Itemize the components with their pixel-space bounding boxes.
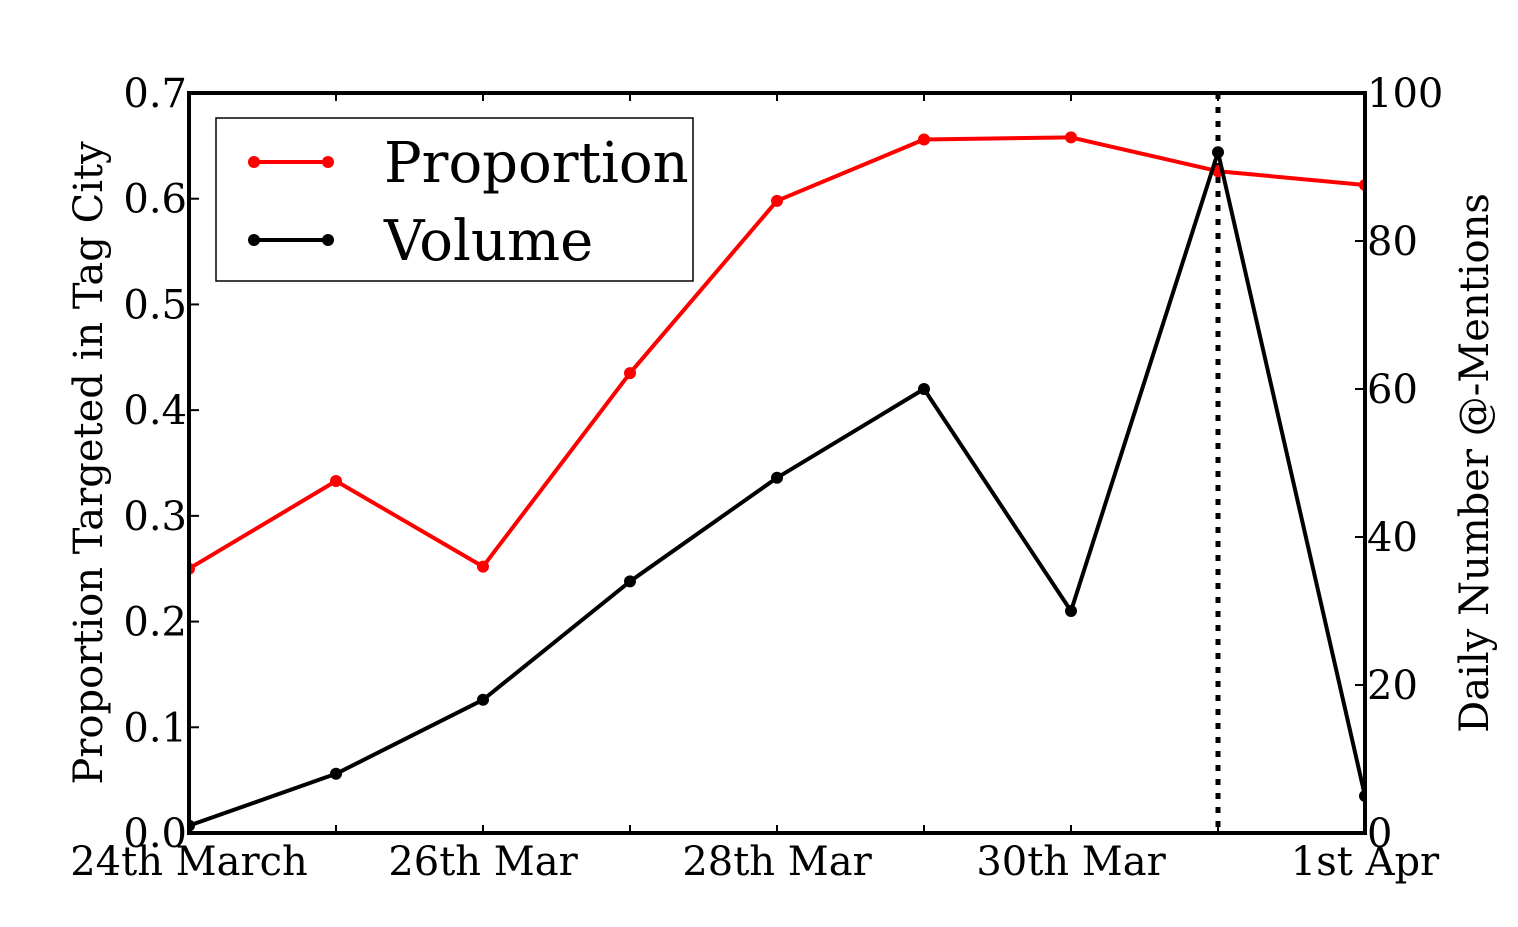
series-point-volume-6: [1065, 605, 1077, 617]
x-tick-label-3: 30th Mar: [976, 839, 1166, 885]
y-right-axis-title: Daily Number @-Mentions: [1452, 193, 1498, 733]
series-point-volume-3: [624, 575, 636, 588]
x-tick-label-0: 24th March: [70, 839, 308, 885]
series-point-proportion-4: [771, 194, 783, 207]
series-point-volume-5: [918, 383, 930, 395]
legend-marker-end-proportion: [322, 156, 334, 168]
series-point-volume-1: [330, 767, 342, 780]
series-point-proportion-6: [1065, 131, 1077, 144]
y-left-tick-label-4: 0.4: [123, 388, 187, 434]
legend-marker-start-volume: [248, 234, 260, 246]
y-left-tick-label-3: 0.3: [123, 494, 187, 540]
y-right-tick-label-0: 0: [1367, 811, 1392, 857]
series-point-proportion-1: [330, 474, 342, 487]
x-tick-label-1: 26th Mar: [388, 839, 578, 885]
y-right-tick-label-4: 80: [1367, 219, 1418, 265]
legend-marker-end-volume: [322, 234, 334, 246]
y-right-tick-label-3: 60: [1367, 367, 1418, 413]
plot-layer: [189, 93, 1365, 833]
series-point-proportion-3: [624, 367, 636, 380]
y-left-tick-label-1: 0.1: [123, 705, 187, 751]
series-point-volume-2: [477, 693, 489, 706]
y-left-tick-label-7: 0.7: [123, 71, 187, 117]
x-tick-label-2: 28th Mar: [682, 839, 872, 885]
legend-box: [215, 117, 694, 282]
y-left-axis-title: Proportion Targeted in Tag City: [66, 141, 112, 785]
legend-marker-start-proportion: [248, 156, 260, 168]
legend-label-proportion: Proportion: [384, 131, 689, 196]
series-point-proportion-2: [477, 560, 489, 573]
series-point-volume-7: [1212, 146, 1224, 159]
y-left-tick-label-2: 0.2: [123, 600, 187, 646]
axes-layer: 24th March 26th Mar 28th Mar 30th Mar 1st Ap…: [66, 71, 1498, 885]
legend-label-volume: Volume: [383, 209, 593, 274]
y-right-tick-label-1: 20: [1367, 663, 1418, 709]
plot-area: [189, 93, 1365, 833]
y-right-tick-label-5: 100: [1367, 71, 1443, 117]
x-tick-label-4: 1st Apr: [1291, 839, 1440, 885]
y-right-tick-label-2: 40: [1367, 515, 1418, 561]
y-left-tick-label-0: 0.0: [123, 811, 187, 857]
y-left-tick-label-6: 0.6: [123, 177, 187, 223]
y-left-tick-label-5: 0.5: [123, 282, 187, 328]
legend: Proportion Volume: [215, 117, 694, 282]
series-point-proportion-5: [918, 133, 930, 146]
series-point-volume-4: [771, 471, 783, 484]
